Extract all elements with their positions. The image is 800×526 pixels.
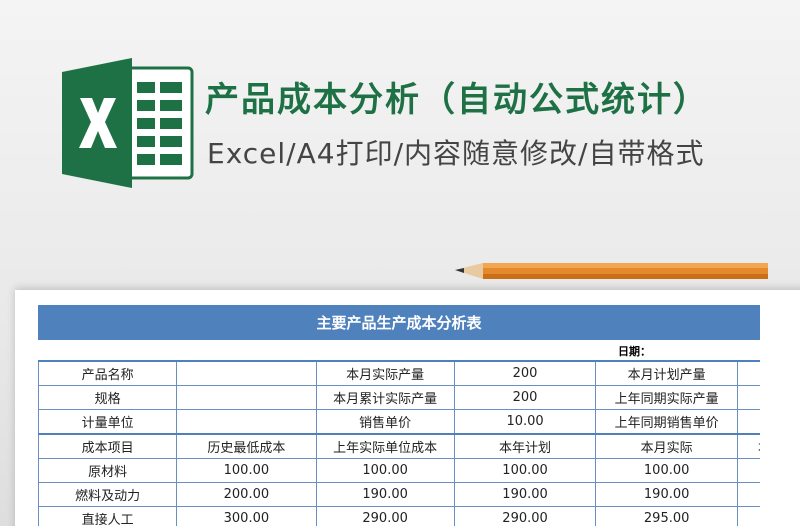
table-cell: 100.00: [595, 458, 738, 483]
table-cell: 300.00: [736, 506, 760, 526]
table-cell: 本月实际: [595, 433, 738, 459]
table-cell: 上年同期实际产量: [595, 385, 738, 410]
table-cell: 190.00: [736, 482, 760, 507]
table-cell: 本月累计实际产量: [315, 385, 455, 410]
table-cell: 200: [453, 385, 597, 410]
table-cell: 上年同期销售单价: [595, 409, 738, 435]
table-cell: 本月实际产量: [315, 360, 455, 386]
table-cell: 产品名称: [38, 360, 178, 386]
table-cell: 原材料: [38, 458, 178, 483]
table-cell: 190.00: [315, 482, 455, 507]
pencil: [455, 263, 768, 279]
table-cell: 销售单价: [315, 409, 455, 435]
sheet-title: 主要产品生产成本分析表: [38, 305, 760, 340]
table-cell: 200.00: [176, 482, 317, 507]
table-cell: 本月计划产量: [595, 360, 738, 386]
table-cell: 上年实际单位成本: [315, 433, 455, 459]
table-cell: 直接人工: [38, 506, 178, 526]
table-cell: [176, 409, 317, 435]
table-cell: 190: [736, 385, 760, 410]
table-cell: 190.00: [453, 482, 597, 507]
table-cell: 100.00: [736, 458, 760, 483]
table-row: 规格 本月累计实际产量200上年同期实际产量190: [38, 385, 760, 410]
table-cell: 290.00: [315, 506, 455, 526]
table-cell: 燃料及动力: [38, 482, 178, 507]
subtitle: Excel/A4打印/内容随意修改/自带格式: [207, 137, 705, 170]
table-cell: 本年计划: [453, 433, 597, 459]
table-cell: 10.00: [736, 409, 760, 435]
title: 产品成本分析（自动公式统计）: [205, 80, 709, 120]
table-cell: 300.00: [176, 506, 317, 526]
table-cell: 190.00: [595, 482, 738, 507]
table-cell: 200: [453, 360, 597, 386]
table-cell: 190: [736, 360, 760, 386]
table-cell: 100.00: [453, 458, 597, 483]
table-cell: 本年累计实际成本: [736, 433, 760, 459]
table-cell: 规格: [38, 385, 178, 410]
table-cell: 100.00: [176, 458, 317, 483]
table-row: 成本项目历史最低成本上年实际单位成本本年计划本月实际本年累计实际成本: [38, 433, 760, 459]
table-cell: 成本项目: [38, 433, 178, 459]
table-cell: 历史最低成本: [176, 433, 317, 459]
table-cell: 计量单位: [38, 409, 178, 435]
date-row: 日期：: [38, 340, 760, 360]
table-cell: 100.00: [315, 458, 455, 483]
sheet: 主要产品生产成本分析表 日期： 产品名称本月实际产量200本月计划产量190规格…: [38, 305, 760, 526]
table-cell: [176, 385, 317, 410]
table: 产品名称 本月实际产量200本月计划产量190 规格 本月累计实际产量200上年同期实…: [38, 360, 760, 526]
table-cell: 295.00: [595, 506, 738, 526]
table-cell: [176, 360, 317, 386]
table-row: 产品名称 本月实际产量200本月计划产量190: [38, 360, 760, 386]
excel-icon: [62, 58, 194, 188]
table-cell: 10.00: [453, 409, 597, 435]
table-cell: 290.00: [453, 506, 597, 526]
date-label: 日期：: [618, 345, 651, 358]
